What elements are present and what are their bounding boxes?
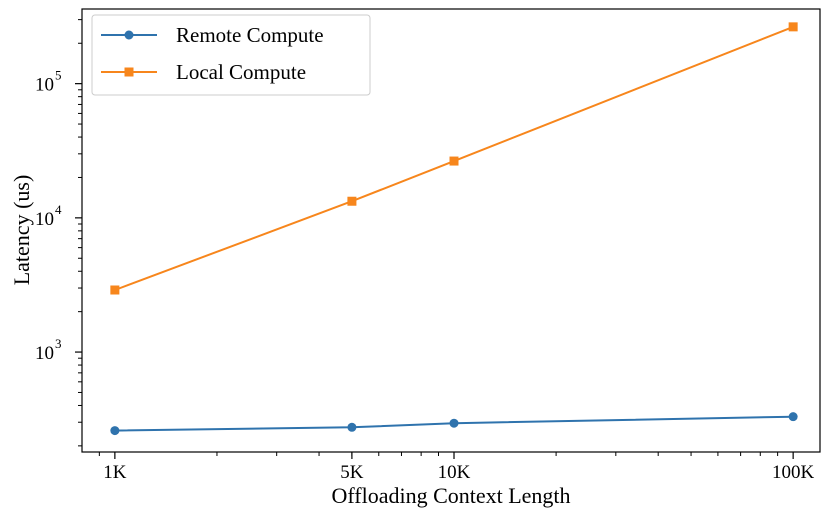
series-layer <box>110 22 798 436</box>
data-point-local-compute <box>347 196 357 206</box>
y-tick-label: 10 <box>35 209 54 230</box>
data-point-remote-compute <box>347 422 357 432</box>
legend-label: Local Compute <box>176 60 306 84</box>
data-point-remote-compute <box>110 426 120 436</box>
series-line-remote-compute <box>114 415 794 432</box>
y-tick-exponent: 5 <box>55 68 62 83</box>
y-tick-label: 10 <box>35 75 54 96</box>
minor-ticks <box>78 19 779 456</box>
legend-marker <box>124 30 134 40</box>
y-tick-exponent: 3 <box>55 336 62 351</box>
x-tick-label: 1K <box>103 462 127 483</box>
x-tick-label: 10K <box>438 462 471 483</box>
y-axis-label: Latency (us) <box>9 175 34 286</box>
x-tick-label: 5K <box>340 462 364 483</box>
data-point-local-compute <box>110 285 120 295</box>
legend-box <box>91 14 371 96</box>
y-tick-exponent: 4 <box>55 202 62 217</box>
legend: Remote Compute Local Compute <box>91 14 371 96</box>
data-point-local-compute <box>449 156 459 166</box>
legend-marker <box>124 67 134 77</box>
y-tick-label: 10 <box>35 343 54 364</box>
x-tick-label: 100K <box>772 462 815 483</box>
x-axis-ticks: 1K 5K 10K 100K <box>103 452 815 483</box>
data-point-remote-compute <box>449 418 459 428</box>
x-axis-label: Offloading Context Length <box>331 483 570 508</box>
plot-frame <box>81 8 821 453</box>
data-point-remote-compute <box>788 412 798 422</box>
series-line-local-compute <box>114 25 794 291</box>
legend-label: Remote Compute <box>176 23 324 47</box>
data-point-local-compute <box>788 22 798 32</box>
